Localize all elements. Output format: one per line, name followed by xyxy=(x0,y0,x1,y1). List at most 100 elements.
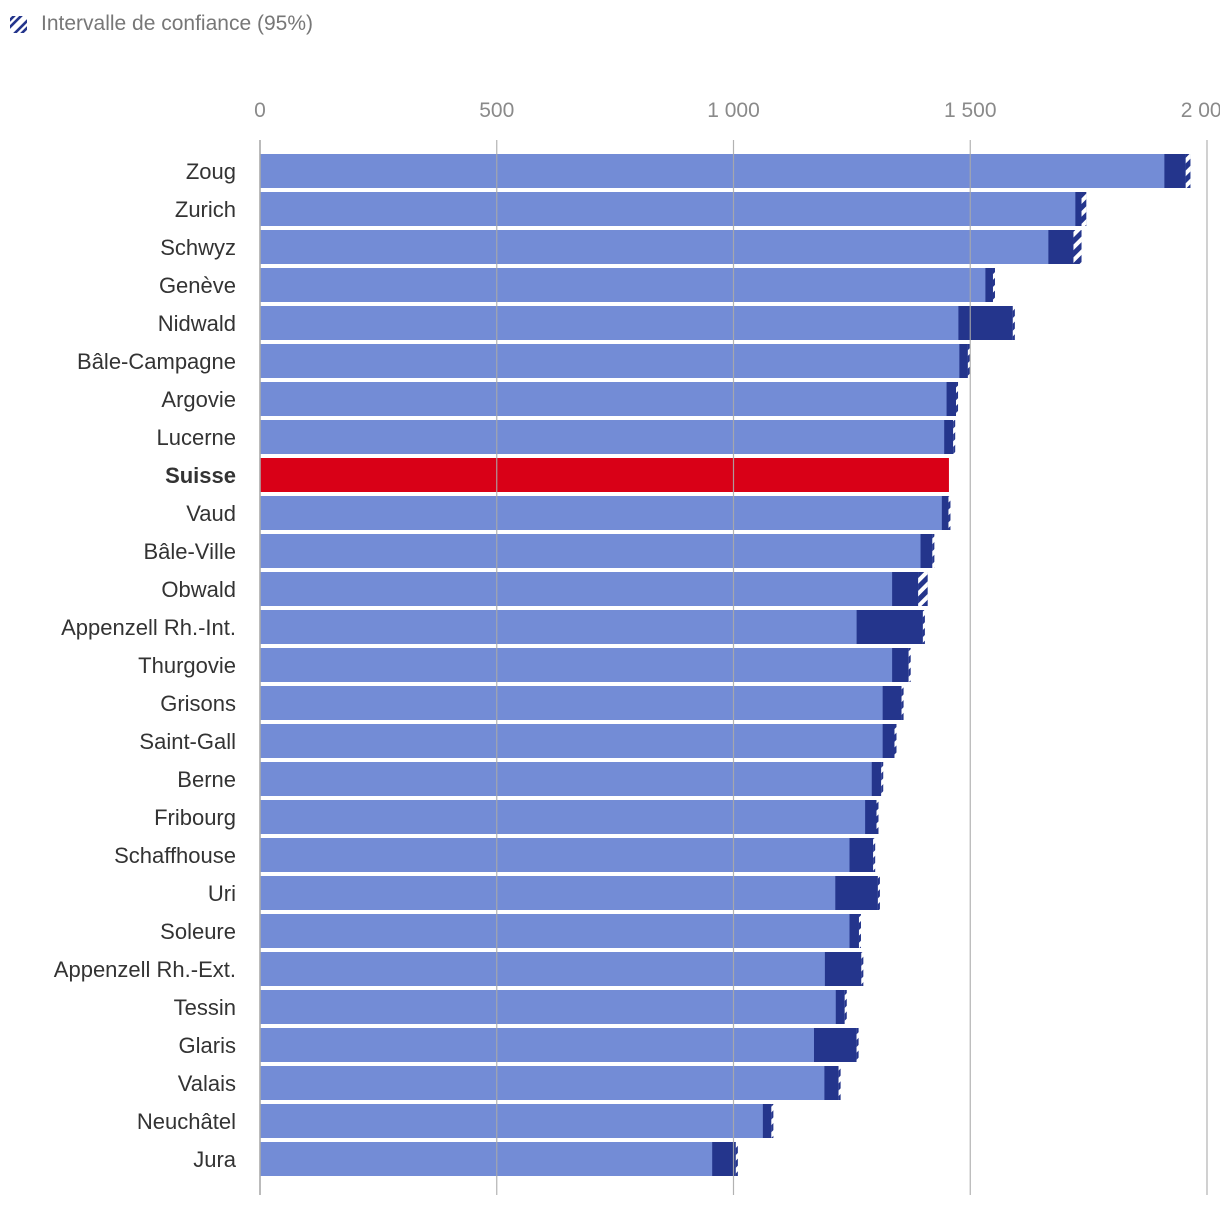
ci-inner xyxy=(712,1142,736,1176)
tick-label: 1 000 xyxy=(707,99,760,122)
ci-hatch xyxy=(876,800,879,834)
ci-inner xyxy=(985,268,993,302)
ci-inner xyxy=(959,344,968,378)
ci-hatch xyxy=(735,1142,738,1176)
bar xyxy=(260,762,878,796)
bar xyxy=(260,952,855,986)
bar xyxy=(260,230,1082,264)
tick-label: 2 000 xyxy=(1181,99,1220,122)
ci-hatch xyxy=(953,420,956,454)
ci-inner xyxy=(835,876,878,910)
ci-inner xyxy=(882,724,895,758)
ci-hatch xyxy=(858,914,861,948)
ci-hatch xyxy=(922,610,925,644)
bar xyxy=(260,838,862,872)
ci-inner xyxy=(824,1066,839,1100)
ci-hatch xyxy=(967,344,970,378)
ci-inner xyxy=(871,762,882,796)
category-label: Appenzell Rh.-Ext. xyxy=(54,957,236,982)
bar xyxy=(260,534,929,568)
ci-hatch xyxy=(908,648,911,682)
category-label: Uri xyxy=(208,881,236,906)
category-label: Tessin xyxy=(174,995,236,1020)
category-label: Fribourg xyxy=(154,805,236,830)
category-label: Suisse xyxy=(165,463,236,488)
category-label: Zurich xyxy=(175,197,236,222)
ci-hatch xyxy=(838,1066,841,1100)
ci-inner xyxy=(865,800,877,834)
ci-hatch xyxy=(856,1028,859,1062)
ci-hatch xyxy=(901,686,904,720)
bar xyxy=(260,876,859,910)
ci-inner xyxy=(849,914,859,948)
ci-hatch xyxy=(992,268,995,302)
ci-hatch xyxy=(881,762,884,796)
ci-hatch xyxy=(948,496,951,530)
bar xyxy=(260,344,968,378)
bar xyxy=(260,496,947,530)
category-label: Bâle-Campagne xyxy=(77,349,236,374)
bar xyxy=(260,268,992,302)
ci-inner xyxy=(856,610,923,644)
bar xyxy=(260,724,890,758)
ci-hatch xyxy=(932,534,935,568)
category-label: Genève xyxy=(159,273,236,298)
ci-inner xyxy=(892,572,919,606)
category-label: Obwald xyxy=(161,577,236,602)
ci-inner xyxy=(762,1104,772,1138)
category-label: Jura xyxy=(193,1147,237,1172)
category-label: Soleure xyxy=(160,919,236,944)
ci-inner xyxy=(892,648,909,682)
bar xyxy=(260,154,1191,188)
bar xyxy=(260,1142,727,1176)
bar xyxy=(260,1028,836,1062)
ci-inner xyxy=(835,990,845,1024)
ci-hatch xyxy=(861,952,864,986)
ci-hatch xyxy=(894,724,897,758)
hatch-swatch-icon xyxy=(10,15,27,33)
bar xyxy=(260,990,841,1024)
ci-hatch xyxy=(1073,230,1082,264)
ci-inner xyxy=(813,1028,857,1062)
category-label: Nidwald xyxy=(158,311,236,336)
ci-hatch xyxy=(771,1104,774,1138)
category-label: Appenzell Rh.-Int. xyxy=(61,615,236,640)
category-label: Glaris xyxy=(179,1033,236,1058)
ci-hatch xyxy=(1185,154,1191,188)
ci-hatch xyxy=(1081,192,1087,226)
ci-inner xyxy=(1075,192,1082,226)
ci-inner xyxy=(1048,230,1074,264)
category-label: Grisons xyxy=(160,691,236,716)
ci-inner xyxy=(946,382,957,416)
ci-hatch xyxy=(918,572,928,606)
bar xyxy=(260,1104,770,1138)
category-label: Neuchâtel xyxy=(137,1109,236,1134)
bar xyxy=(260,800,871,834)
ci-hatch xyxy=(873,838,876,872)
bar xyxy=(260,306,990,340)
bar xyxy=(260,192,1087,226)
bar xyxy=(260,686,895,720)
ci-inner xyxy=(824,952,862,986)
bar xyxy=(260,572,928,606)
category-label: Schaffhouse xyxy=(114,843,236,868)
tick-label: 1 500 xyxy=(944,99,997,122)
bar xyxy=(260,458,949,492)
ci-inner xyxy=(941,496,949,530)
ci-inner xyxy=(920,534,933,568)
tick-label: 500 xyxy=(479,99,514,122)
bar xyxy=(260,610,923,644)
category-label: Lucerne xyxy=(156,425,236,450)
ci-hatch xyxy=(877,876,880,910)
bar xyxy=(260,648,900,682)
ci-inner xyxy=(944,420,954,454)
ci-inner xyxy=(958,306,1013,340)
ci-hatch xyxy=(1012,306,1015,340)
category-label: Vaud xyxy=(186,501,236,526)
ci-hatch xyxy=(956,382,959,416)
ci-inner xyxy=(882,686,902,720)
bar xyxy=(260,914,857,948)
bar xyxy=(260,1066,831,1100)
ci-inner xyxy=(849,838,874,872)
